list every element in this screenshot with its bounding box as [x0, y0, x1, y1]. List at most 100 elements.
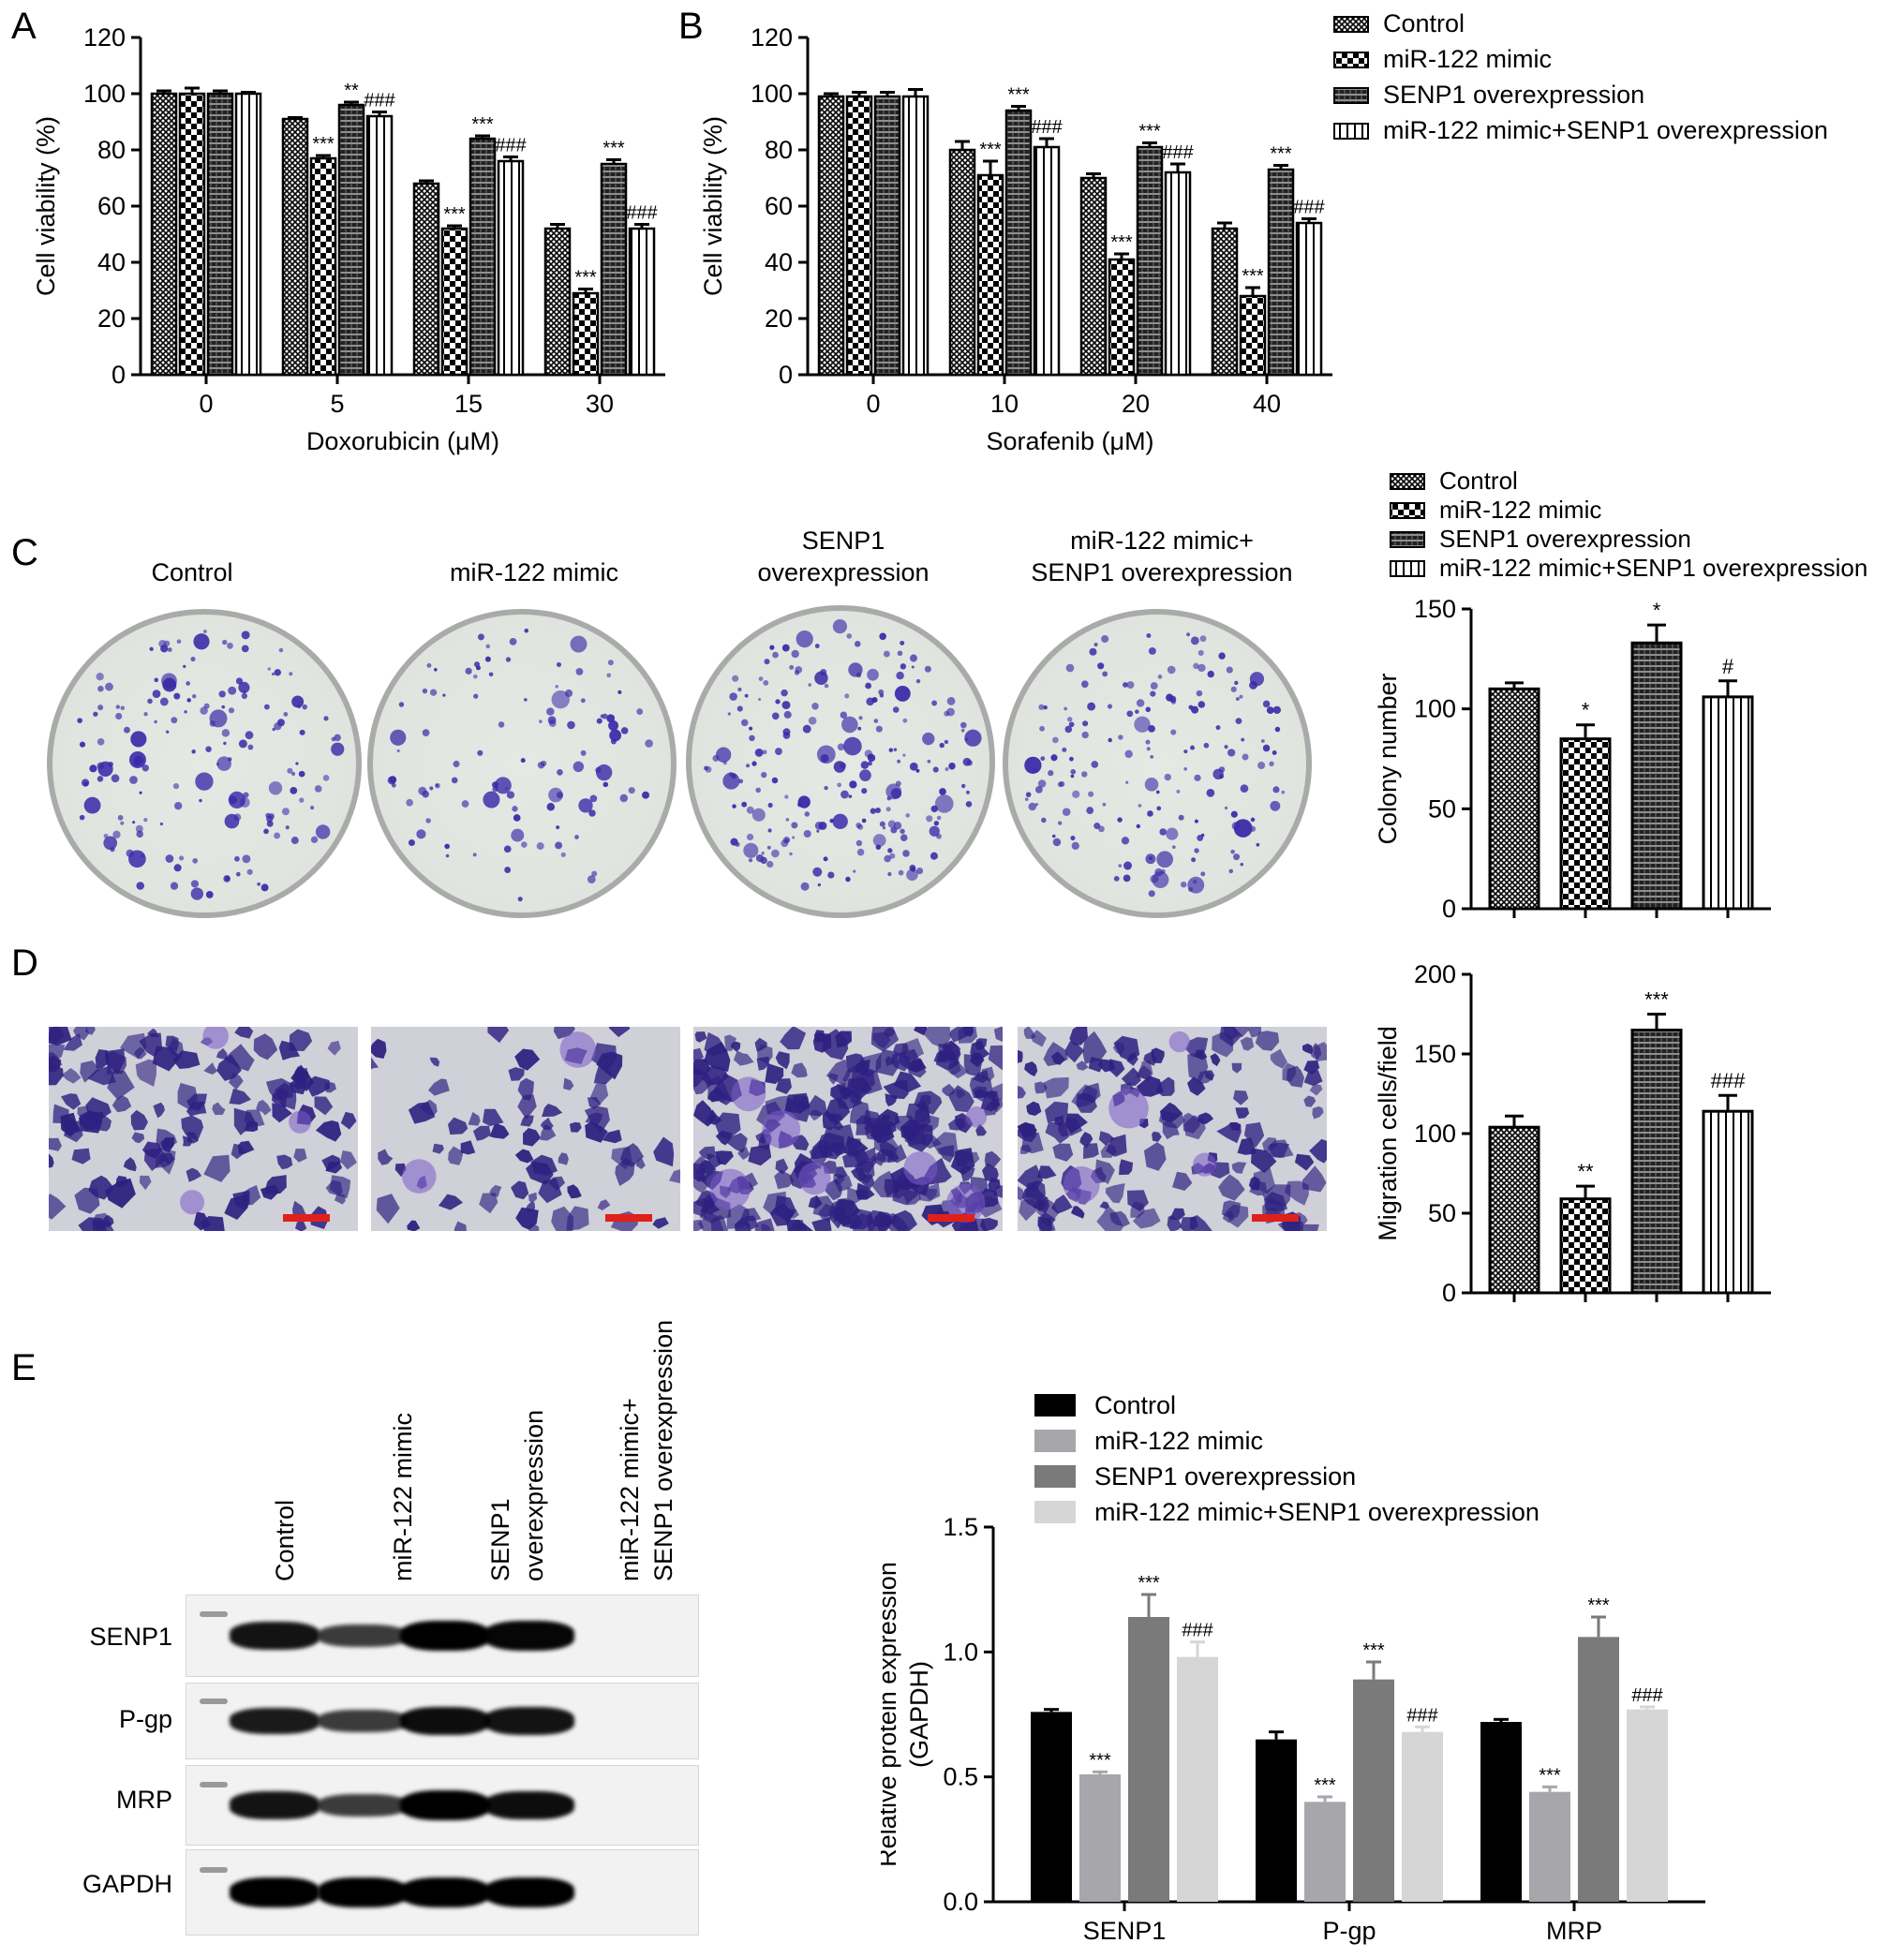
blot-band-mrp-lane-2: [318, 1794, 408, 1817]
colony-dot: [505, 787, 509, 791]
colony-dot: [722, 761, 727, 765]
colony-dot: [1239, 694, 1243, 699]
colony-dot: [833, 761, 846, 773]
colony-dot: [1062, 808, 1071, 816]
chart-b-ytick-label: 40: [765, 248, 793, 276]
colony-dot: [1051, 834, 1056, 838]
colony-dot: [936, 815, 942, 821]
migrated-cell: [784, 1092, 811, 1114]
colony-dot: [771, 712, 780, 720]
migrated-cell: [1031, 1030, 1047, 1047]
colony-dot: [1249, 672, 1265, 687]
colony-dot: [172, 783, 180, 790]
colony-dot: [800, 882, 810, 891]
migrated-cell: [460, 1140, 476, 1155]
colony-dot: [1197, 663, 1206, 673]
colony-dot: [166, 730, 170, 734]
colony-dot: [117, 814, 124, 821]
chart-a-sig-mark: ***: [312, 134, 335, 155]
colony-dot: [1148, 646, 1156, 655]
migrated-cell-large: [559, 1031, 597, 1068]
colony-dot: [1123, 861, 1132, 870]
colony-dot: [1124, 749, 1133, 759]
colony-dot: [161, 673, 177, 690]
colony-dot: [741, 719, 749, 727]
chart-c-ytick-label: 50: [1428, 794, 1456, 823]
colony-dot: [190, 880, 200, 888]
migrated-cell: [95, 1049, 111, 1069]
colony-dot: [539, 719, 543, 723]
legend-label-mir-122-mimic: miR-122 mimic: [1383, 45, 1552, 73]
colony-dot: [885, 807, 891, 812]
migrated-cell: [699, 1160, 716, 1175]
colony-dot: [816, 829, 820, 833]
colony-dot: [1145, 706, 1152, 713]
colony-dot: [1200, 871, 1206, 877]
colony-dot: [557, 661, 562, 667]
migrated-cell: [479, 1193, 498, 1214]
colony-dot: [129, 776, 138, 784]
migrated-cell: [1052, 1143, 1074, 1162]
legend-label-mir-122-mimic: miR-122 mimic: [1094, 1427, 1263, 1455]
colony-dot: [221, 729, 231, 737]
colony-dot: [191, 749, 196, 754]
colony-dot: [1234, 680, 1239, 686]
colony-dot: [894, 686, 911, 702]
migrated-cell: [340, 1111, 357, 1130]
colony-dot: [1230, 849, 1235, 854]
migrated-cell: [508, 1067, 525, 1081]
colony-dot: [1170, 729, 1177, 735]
colony-dot: [1262, 700, 1271, 708]
chart-a-category-label: 5: [330, 390, 344, 418]
colony-dot: [855, 839, 863, 847]
chart-e-bar-senp1-control: [1031, 1712, 1072, 1902]
migrated-cell: [698, 1146, 716, 1160]
colony-dot: [546, 803, 556, 811]
colony-dot: [792, 836, 796, 839]
colony-dot: [1050, 754, 1058, 762]
colony-dot: [628, 787, 635, 794]
migrated-cell: [212, 1102, 226, 1116]
migrated-cell: [1018, 1122, 1037, 1142]
colony-dot: [1082, 720, 1089, 727]
colony-dot: [1159, 828, 1167, 836]
colony-dot: [857, 726, 862, 731]
colony-label-control: Control: [151, 558, 233, 586]
colony-dot: [782, 728, 791, 736]
colony-dot: [536, 842, 544, 851]
blot-band-senp1-lane-4: [484, 1621, 574, 1651]
migrated-cell: [774, 1169, 795, 1190]
colony-dot: [1108, 737, 1112, 743]
migrated-cell: [584, 1105, 610, 1134]
colony-dot: [556, 825, 560, 830]
colony-dot: [570, 635, 588, 653]
colony-dot: [521, 841, 528, 848]
migrated-cell: [186, 1093, 207, 1111]
migrated-cell: [1255, 1031, 1280, 1051]
migrated-cell-large: [762, 1110, 801, 1149]
migrated-cell: [511, 1180, 529, 1200]
colony-dot: [854, 641, 861, 647]
colony-dot: [1230, 686, 1237, 692]
migration-texture: [693, 1027, 1003, 1231]
colony-dot: [444, 843, 450, 850]
chart-c-bar-mir-122-mimic-senp1-overexpression: [1702, 695, 1754, 911]
colony-dot: [176, 639, 182, 645]
colony-dot: [173, 864, 182, 872]
colony-dot: [112, 830, 121, 838]
migration-field-control: [49, 1027, 358, 1231]
colony-dot: [837, 782, 842, 788]
migrated-cell: [203, 1154, 231, 1182]
chart-b-bar-40-control: [1211, 227, 1239, 377]
migrated-cell: [245, 1120, 259, 1132]
migrated-cell: [49, 1055, 62, 1073]
colony-dot: [1155, 790, 1160, 794]
chart-a-bar-0-control: [150, 92, 178, 377]
colony-dot: [216, 763, 220, 766]
colony-dot: [946, 697, 956, 705]
migrated-cell: [130, 1109, 148, 1131]
migrated-cell: [970, 1052, 985, 1068]
migrated-cell: [1172, 1171, 1193, 1191]
migrated-cell: [378, 1149, 394, 1165]
colony-dot: [820, 669, 827, 676]
